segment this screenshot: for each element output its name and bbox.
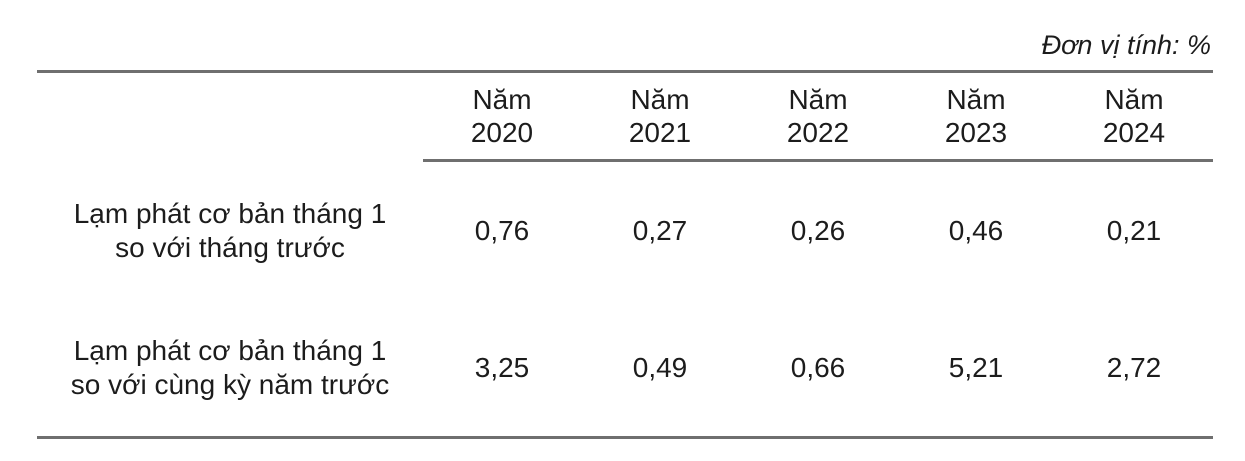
year-value: 2022 xyxy=(786,117,850,148)
year-word: Năm xyxy=(472,84,532,115)
year-value: 2021 xyxy=(628,117,692,148)
value-yoy-2021: 0,49 xyxy=(632,352,688,383)
year-word: Năm xyxy=(788,84,848,115)
inflation-table: Năm 2020 Năm 2021 Năm 2022 Năm 2023 Năm … xyxy=(37,70,1213,439)
column-header-2021: Năm 2021 xyxy=(581,73,739,159)
row-label-line: Lạm phát cơ bản tháng 1 xyxy=(73,335,387,366)
value-yoy-2023: 5,21 xyxy=(948,352,1004,383)
header-rule xyxy=(423,159,1213,162)
year-value: 2020 xyxy=(470,117,534,148)
column-header-2022: Năm 2022 xyxy=(739,73,897,159)
value-mom-2021: 0,27 xyxy=(632,215,688,246)
column-header-2020: Năm 2020 xyxy=(423,73,581,159)
column-header-2024: Năm 2024 xyxy=(1055,73,1213,159)
value-yoy-2020: 3,25 xyxy=(474,352,530,383)
row-label-line: Lạm phát cơ bản tháng 1 xyxy=(73,198,387,229)
value-yoy-2024: 2,72 xyxy=(1106,352,1162,383)
row-label-yoy: Lạm phát cơ bản tháng 1 so với cùng kỳ n… xyxy=(37,300,423,436)
year-word: Năm xyxy=(1104,84,1164,115)
value-yoy-2022: 0,66 xyxy=(790,352,846,383)
row-label-line: so với cùng kỳ năm trước xyxy=(70,369,390,400)
year-value: 2023 xyxy=(944,117,1008,148)
value-mom-2020: 0,76 xyxy=(474,215,530,246)
value-mom-2023: 0,46 xyxy=(948,215,1004,246)
year-word: Năm xyxy=(946,84,1006,115)
value-mom-2022: 0,26 xyxy=(790,215,846,246)
year-value: 2024 xyxy=(1102,117,1166,148)
value-mom-2024: 0,21 xyxy=(1106,215,1162,246)
row-label-line: so với tháng trước xyxy=(115,232,345,263)
row-label-mom: Lạm phát cơ bản tháng 1 so với tháng trư… xyxy=(37,162,423,300)
year-word: Năm xyxy=(630,84,690,115)
header-label-spacer xyxy=(37,73,423,159)
unit-label: Đơn vị tính: % xyxy=(1041,30,1211,60)
column-header-2023: Năm 2023 xyxy=(897,73,1055,159)
